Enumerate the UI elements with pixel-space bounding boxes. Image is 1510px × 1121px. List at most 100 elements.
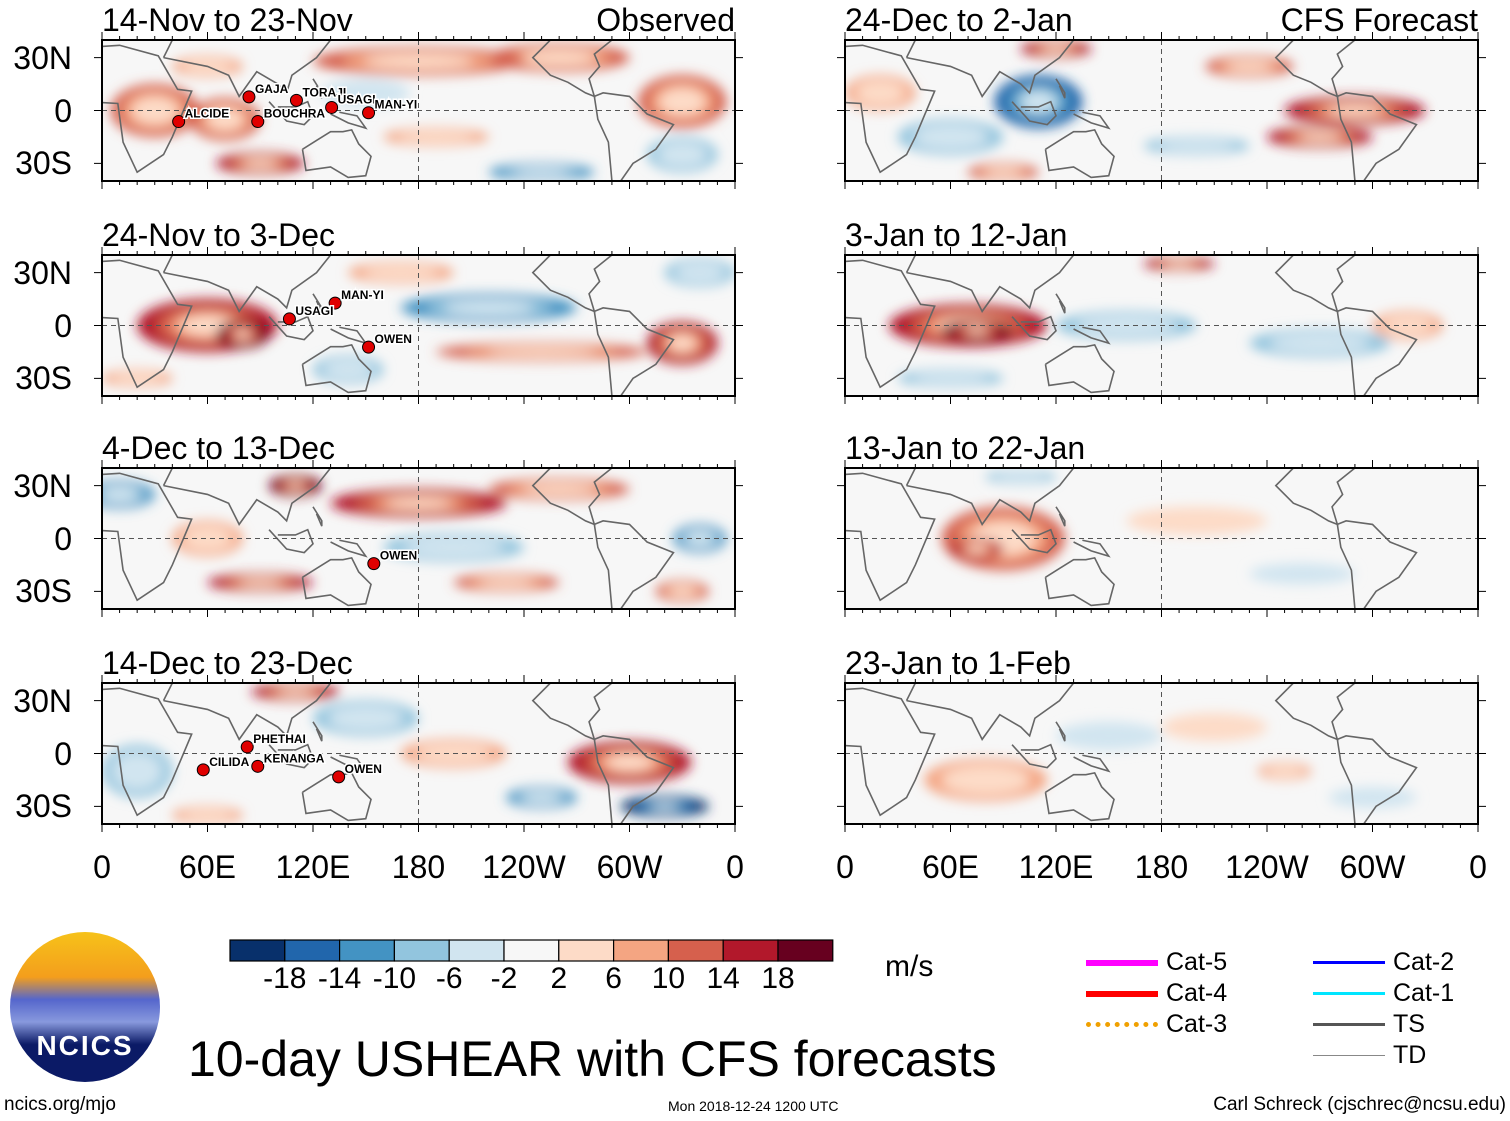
- storm-marker: [289, 93, 303, 107]
- anomaly-contour: [985, 167, 1022, 177]
- colorbar-swatch: [667, 939, 724, 962]
- anomaly-contour: [398, 130, 475, 144]
- anomaly-contour: [912, 372, 989, 385]
- coastline: [593, 520, 675, 609]
- anomaly-contour: [1265, 764, 1304, 778]
- coastline: [330, 111, 368, 130]
- lon-tick-label: 0: [1469, 849, 1487, 885]
- anomaly-contour: [656, 141, 708, 168]
- coastline: [312, 721, 323, 742]
- anomaly-contour: [362, 265, 439, 281]
- lat-tick-label: 0: [54, 92, 72, 129]
- coastline: [845, 44, 936, 174]
- coastline: [1055, 721, 1066, 742]
- coastline: [845, 259, 936, 389]
- source-url[interactable]: ncics.org/mjo: [4, 1094, 116, 1115]
- storm-label: USAGI: [338, 92, 376, 106]
- legend-item: TS: [1313, 1010, 1425, 1039]
- anomaly-contour: [288, 482, 303, 489]
- coastline: [593, 307, 675, 396]
- lat-tick-label: 0: [54, 735, 72, 772]
- storm-marker: [172, 115, 186, 129]
- coastline: [1336, 307, 1418, 396]
- anomaly-contour: [1249, 563, 1355, 585]
- storm-marker: [362, 106, 376, 120]
- legend-label: Cat-2: [1393, 948, 1455, 976]
- colorbar-label: 18: [761, 962, 795, 995]
- anomaly-contour: [522, 50, 596, 65]
- anomaly-contour: [854, 80, 906, 106]
- anomaly-contour: [182, 808, 233, 822]
- anomaly-contour: [941, 764, 1030, 796]
- coastline: [845, 472, 936, 602]
- panel-tag: Observed: [596, 2, 735, 38]
- units-label: m/s: [885, 950, 934, 983]
- coastline: [162, 468, 332, 526]
- ncics-logo: NCICS: [10, 932, 160, 1082]
- coastline: [1274, 255, 1356, 313]
- lat-tick-label: 30N: [13, 254, 72, 291]
- anomaly-contour: [1042, 45, 1070, 53]
- coastline: [1336, 520, 1418, 609]
- anomaly-contour: [652, 803, 677, 810]
- anomaly-contour: [206, 108, 244, 131]
- coastline: [330, 539, 368, 558]
- lon-tick-label: 120E: [1018, 849, 1094, 885]
- credit: Carl Schreck (cjschrec@ncsu.edu): [1213, 1094, 1506, 1115]
- lon-tick-label: 120W: [482, 849, 566, 885]
- panel-title: 23-Jan to 1-Feb: [845, 645, 1071, 681]
- coastline: [1044, 343, 1115, 394]
- legend-line-icon: [1313, 992, 1385, 995]
- coastline: [531, 468, 613, 526]
- coastline: [1274, 40, 1356, 98]
- coastline: [531, 255, 613, 313]
- figure-title: 10-day USHEAR with CFS forecasts: [188, 1031, 997, 1087]
- panel-tag: CFS Forecast: [1280, 2, 1478, 38]
- panel-title: 14-Dec to 23-Dec: [102, 645, 353, 681]
- lat-tick-label: 30S: [15, 360, 72, 397]
- storm-label: MAN-YI: [341, 288, 384, 302]
- anomaly-contour: [523, 792, 560, 804]
- colorbar-swatch: [284, 939, 341, 962]
- colorbar-label: 6: [605, 962, 622, 995]
- storm-label: USAGI: [295, 304, 333, 318]
- map-panel: OWEN: [94, 460, 743, 617]
- anomaly-contour: [1300, 132, 1340, 141]
- coastline: [531, 40, 613, 98]
- legend-item: Cat-3: [1086, 1010, 1227, 1039]
- coastline: [1073, 111, 1111, 130]
- logo-text: NCICS: [36, 1030, 134, 1061]
- anomaly-contour: [322, 359, 374, 380]
- storm-marker: [362, 340, 376, 354]
- legend-label: Cat-5: [1166, 948, 1228, 976]
- colorbar-swatch: [229, 939, 286, 962]
- lon-tick-label: 180: [391, 849, 446, 885]
- colorbar-label: -14: [317, 962, 362, 995]
- coastline: [905, 255, 1075, 313]
- legend-item: TD: [1313, 1041, 1426, 1070]
- panel-title: 14-Nov to 23-Nov: [102, 2, 353, 38]
- anomaly-contour: [321, 78, 410, 107]
- storm-marker: [325, 100, 339, 114]
- coastline: [1044, 128, 1115, 179]
- anomaly-contour: [668, 585, 696, 597]
- lon-tick-label: 120W: [1225, 849, 1309, 885]
- lon-tick-label: 0: [93, 849, 111, 885]
- legend-line-icon: [1313, 1055, 1385, 1056]
- coastline: [905, 683, 1075, 741]
- colorbar-swatch: [503, 939, 560, 962]
- coastline: [268, 315, 314, 341]
- anomaly-contour: [1165, 261, 1193, 267]
- coastline: [102, 259, 193, 389]
- coastline: [162, 683, 332, 741]
- coastline: [905, 468, 1075, 526]
- lon-tick-label: 120E: [275, 849, 351, 885]
- legend-line-icon: [1313, 961, 1385, 964]
- map-panel: MAN-YI USAGI OWEN: [94, 247, 743, 404]
- anomaly-contour: [111, 752, 163, 791]
- storm-marker: [240, 740, 254, 754]
- colorbar-swatch: [448, 939, 505, 962]
